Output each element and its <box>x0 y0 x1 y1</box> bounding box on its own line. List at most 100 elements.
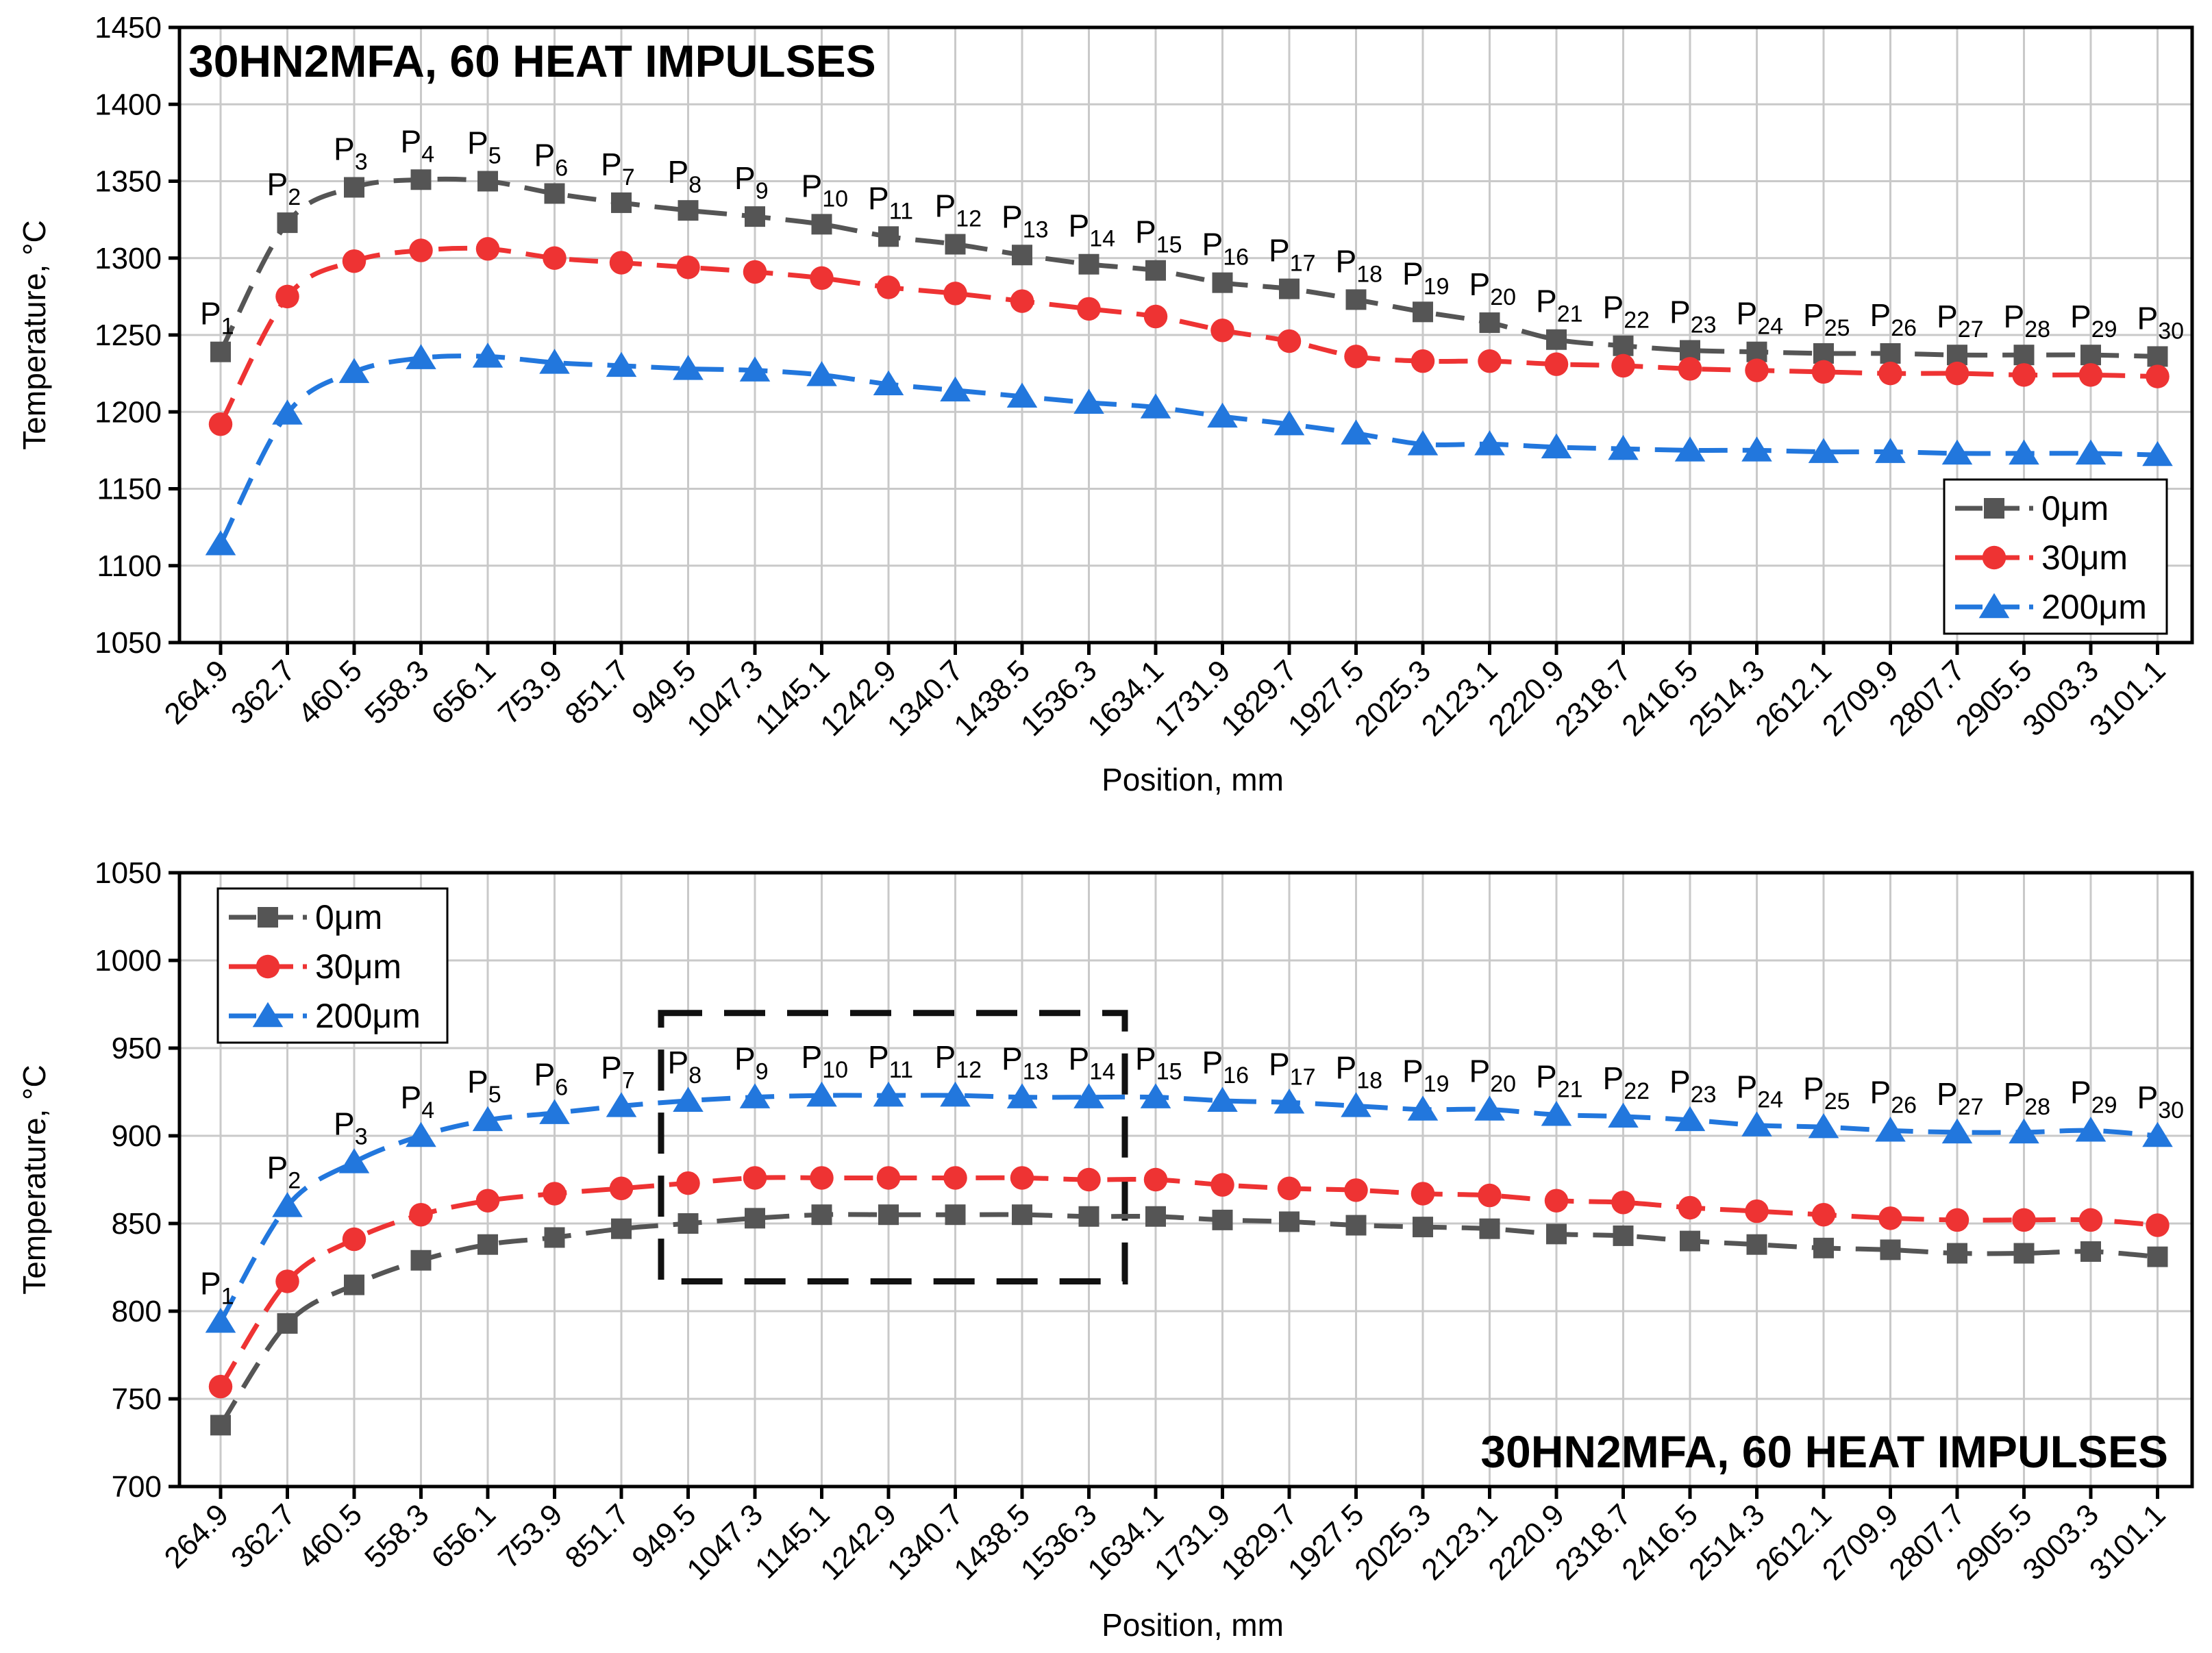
point-label-subscript: 5 <box>488 1082 501 1108</box>
point-label-subscript: 28 <box>2024 316 2050 343</box>
x-tick-label: 2514.3 <box>1682 654 1772 743</box>
legend-marker <box>1978 593 2010 619</box>
data-point <box>1212 1209 1233 1230</box>
point-label-subscript: 26 <box>1891 315 1917 341</box>
point-label-letter: P <box>267 166 288 202</box>
point-label: P28 <box>2004 299 2051 343</box>
y-tick-label: 1150 <box>97 473 162 506</box>
point-label-subscript: 8 <box>688 1062 701 1089</box>
x-tick-label: 362.7 <box>225 1497 302 1575</box>
x-tick-label: 1829.7 <box>1215 654 1304 743</box>
legend-label: 200μm <box>2041 588 2147 626</box>
point-label-letter: P <box>200 296 221 332</box>
point-label-subscript: 11 <box>889 198 913 224</box>
point-label-letter: P <box>734 1041 756 1077</box>
x-tick-label: 1047.3 <box>680 654 769 743</box>
point-label: P4 <box>401 123 435 167</box>
legend-marker <box>258 907 278 928</box>
data-point <box>1474 1095 1505 1121</box>
data-point <box>344 1274 364 1295</box>
point-label: P30 <box>2137 1080 2185 1123</box>
point-label: P6 <box>534 1057 569 1101</box>
point-label-letter: P <box>1202 1045 1223 1080</box>
y-tick-label: 1450 <box>95 11 162 45</box>
data-point <box>406 344 436 369</box>
series-2 <box>208 237 2170 436</box>
x-tick-label: 1927.5 <box>1282 1497 1371 1587</box>
series-line <box>218 176 2158 359</box>
point-label: P17 <box>1269 1046 1316 1090</box>
point-label-letter: P <box>1336 243 1357 279</box>
point-label-letter: P <box>1135 1041 1156 1077</box>
data-point <box>606 1092 637 1117</box>
x-tick-label: 2905.5 <box>1950 1497 2039 1587</box>
y-tick-label: 1400 <box>95 88 162 121</box>
y-tick-label: 750 <box>112 1382 162 1416</box>
point-label: P10 <box>801 168 849 212</box>
point-label: P26 <box>1870 297 1917 341</box>
x-tick-label: 460.5 <box>292 1497 369 1575</box>
point-label-subscript: 13 <box>1023 216 1049 243</box>
point-label: P8 <box>668 154 702 198</box>
point-label-subscript: 17 <box>1290 1064 1316 1090</box>
data-point <box>1611 1191 1635 1215</box>
x-tick-label: 1536.3 <box>1015 654 1104 743</box>
x-tick-label: 1242.9 <box>814 654 903 743</box>
data-point <box>1010 289 1034 313</box>
point-label-letter: P <box>1069 1041 1090 1077</box>
data-point <box>1143 1167 1168 1192</box>
data-point <box>1878 1206 1902 1230</box>
data-point <box>676 1171 700 1195</box>
data-point <box>1541 1101 1572 1126</box>
data-point <box>2075 439 2107 465</box>
x-axis-title: Position, mm <box>1102 1607 1284 1643</box>
point-label-letter: P <box>935 1039 956 1075</box>
x-tick-label: 656.1 <box>425 1497 503 1575</box>
point-label: P30 <box>2137 300 2185 344</box>
point-label-subscript: 16 <box>1223 1062 1249 1089</box>
point-label: P13 <box>1002 1041 1049 1085</box>
point-label: P21 <box>1536 1058 1583 1102</box>
data-point <box>208 412 233 436</box>
x-tick-label: 264.9 <box>158 654 236 731</box>
point-label-letter: P <box>467 125 488 161</box>
point-label-letter: P <box>1669 294 1691 330</box>
point-label: P6 <box>534 137 569 181</box>
data-point <box>410 1250 432 1271</box>
y-tick-label: 1100 <box>97 549 162 583</box>
data-point <box>1006 1083 1038 1108</box>
point-label-letter: P <box>1536 1058 1557 1094</box>
y-tick-label: 850 <box>112 1207 162 1241</box>
x-tick-label: 3003.3 <box>2016 654 2105 743</box>
data-point <box>1345 1215 1367 1236</box>
point-label-subscript: 30 <box>2158 1097 2184 1123</box>
point-label: P13 <box>1002 199 1049 243</box>
point-label-letter: P <box>1202 227 1223 262</box>
point-label-letter: P <box>734 160 756 196</box>
data-point <box>1279 1211 1300 1232</box>
data-point <box>475 1189 500 1213</box>
x-tick-label: 1536.3 <box>1015 1497 1104 1587</box>
x-tick-label: 1731.9 <box>1148 1497 1237 1587</box>
data-point <box>745 206 765 227</box>
y-tick-label: 1050 <box>95 626 162 660</box>
x-tick-label: 2514.3 <box>1682 1497 1772 1587</box>
series-3 <box>205 343 2173 556</box>
data-point <box>2142 440 2173 467</box>
grid <box>179 871 2192 1488</box>
point-label: P7 <box>601 147 635 190</box>
data-point <box>810 1166 834 1190</box>
x-tick-label: 2025.3 <box>1348 1497 1437 1587</box>
data-point <box>1344 1178 1368 1202</box>
point-label: P19 <box>1402 256 1450 299</box>
y-tick-label: 1300 <box>95 242 162 275</box>
point-label: P22 <box>1603 290 1650 334</box>
x-tick-label: 656.1 <box>425 654 503 731</box>
point-label-letter: P <box>1603 290 1624 325</box>
data-point <box>1479 312 1500 334</box>
point-label-subscript: 7 <box>622 1067 635 1093</box>
point-label-letter: P <box>801 168 823 203</box>
data-point <box>945 234 966 255</box>
data-point <box>1145 1206 1166 1227</box>
